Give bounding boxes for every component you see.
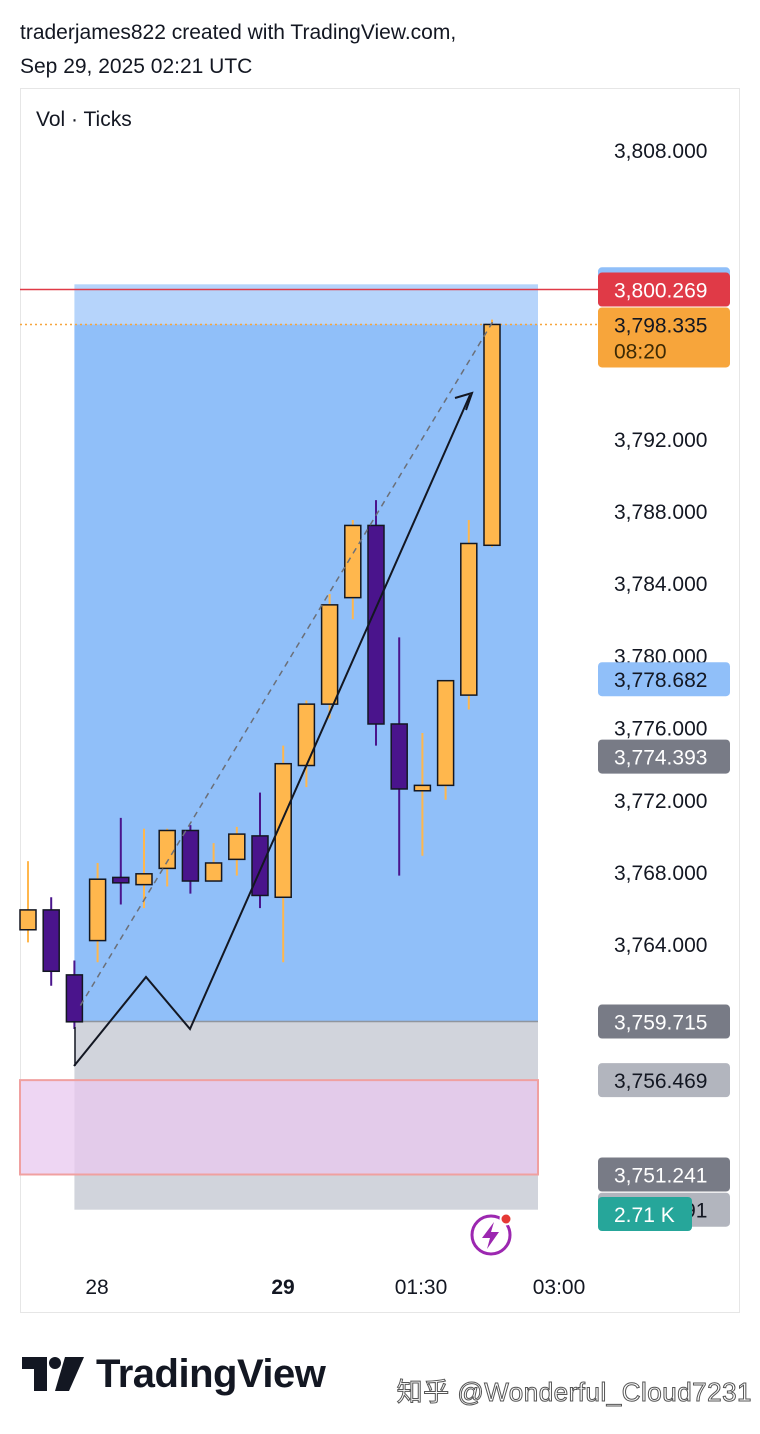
x-tick-label: 29 [271,1276,294,1299]
y-tick-label: 3,808.000 [614,140,707,163]
candle-body [344,524,362,599]
candle-body [320,604,339,705]
y-tick-label: 3,788.000 [614,501,707,524]
y-tick-label: 3,764.000 [614,934,707,957]
candle-body [413,784,432,792]
price-label-badge [598,1063,730,1098]
y-tick-label: 3,772.000 [614,790,707,813]
projection-dashed-line [79,319,495,1006]
price-label: 3,759.715 [614,1012,707,1035]
chart-header: traderjames822 created with TradingView.… [20,16,456,84]
author-line: traderjames822 created with TradingView.… [20,21,457,44]
y-tick-label: 3,768.000 [614,862,707,885]
price-label: 3,778.682 [614,669,707,692]
candle-body [483,323,501,547]
tv-logo-icon [22,1357,84,1391]
tradingview-logo[interactable]: TradingView [22,1351,326,1396]
candle-body [367,524,385,725]
countdown-label: 08:20 [614,340,667,363]
target-zone-top [74,284,539,325]
price-label: 3,774.393 [614,747,707,770]
y-tick-label: 3,776.000 [614,718,707,741]
candle-body [251,835,269,897]
candle-body [65,974,84,1023]
candle-body [204,862,223,882]
price-label-badge [598,1004,730,1039]
candle-body [228,833,246,861]
price-label-badge [598,1157,730,1192]
candle-body [88,878,107,942]
demand-zone [19,1079,539,1176]
watermark-text: 知乎 @Wonderful_Cloud7231 [396,1377,752,1408]
candle-body [297,703,316,767]
path-arrow-line [73,394,471,1067]
price-label-badge [598,272,730,307]
date-line: Sep 29, 2025 02:21 UTC [20,55,253,78]
current-price-badge [598,307,730,368]
candle-body [274,762,292,899]
lightning-bolt [482,1222,499,1249]
candle-body [112,876,130,884]
x-tick-label: 03:00 [533,1276,586,1299]
price-chart[interactable]: Vol · Ticks 3,808.000 3,792.000 3,788.000 3,… [0,0,760,1330]
arrow-head-icon [454,391,474,411]
candle-body [181,829,200,882]
brand-wordmark: TradingView [96,1351,326,1396]
indicator-label: Vol · Ticks [36,108,132,131]
price-label: 3,756.469 [614,1070,707,1093]
candle-body [42,909,60,973]
y-tick-label: 3,792.000 [614,429,707,452]
price-label-badge [598,662,730,697]
volume-label: 2.71 K [614,1204,675,1227]
price-label: 3,800.269 [614,280,707,303]
candle-body [436,679,455,787]
notification-dot [499,1212,513,1226]
volume-badge [598,1197,692,1231]
x-tick-label: 28 [85,1276,108,1299]
candle-body [390,723,408,790]
price-label-badge [598,739,730,774]
y-tick-label: 3,784.000 [614,573,707,596]
current-price-label: 3,798.335 [614,314,707,337]
chart-panel[interactable] [20,88,740,1313]
candle-body [19,909,37,931]
x-tick-label: 01:30 [395,1276,448,1299]
candle-body [135,873,153,886]
price-label: 3,751.241 [614,1165,707,1188]
candle-body [158,829,176,870]
candle-body [460,542,478,696]
